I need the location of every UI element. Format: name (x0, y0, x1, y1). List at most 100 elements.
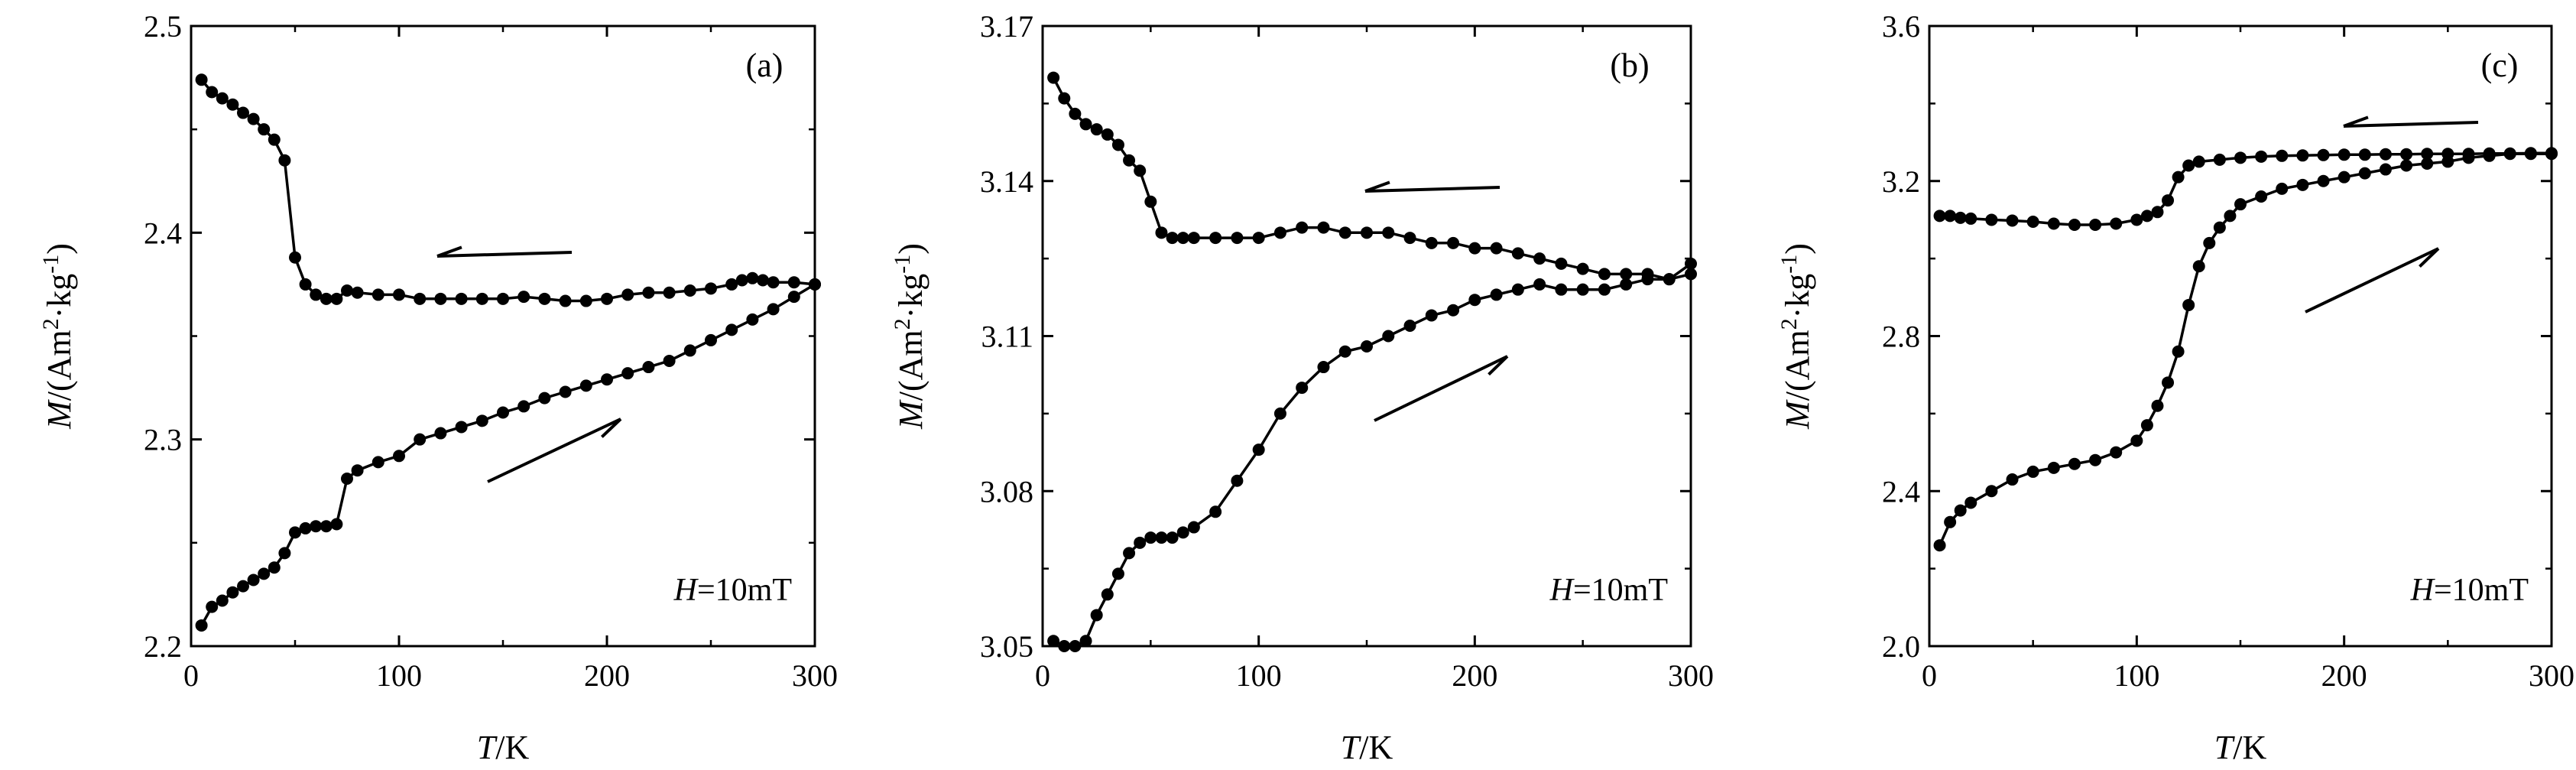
data-point-cooling (330, 292, 343, 305)
y-axis-unit-mid: ·kg (1779, 274, 1816, 319)
data-point-warming (642, 361, 655, 374)
y-axis-unit: /(Am (892, 330, 930, 401)
data-point-cooling (341, 284, 353, 297)
x-axis-unit: /K (2233, 729, 2266, 766)
data-point-warming (1069, 640, 1082, 652)
y-tick-label: 3.2 (1882, 164, 1920, 199)
data-point-warming (1447, 304, 1460, 317)
data-point-cooling (351, 286, 364, 299)
x-axis-var: T (477, 729, 498, 766)
data-point-cooling (2140, 210, 2153, 223)
data-point-warming (746, 313, 759, 326)
data-point-warming (2545, 148, 2558, 161)
data-point-cooling (601, 292, 613, 305)
data-point-warming (683, 344, 696, 357)
y-axis-label: M/(Am2·kg-1) (38, 243, 79, 430)
warm-arrow (2305, 247, 2440, 314)
data-point-warming (2151, 399, 2164, 412)
data-point-cooling (787, 276, 800, 289)
data-point-cooling (2358, 148, 2371, 161)
data-point-cooling (2026, 215, 2039, 228)
data-point-warming (497, 406, 509, 419)
y-tick-label: 2.8 (1882, 320, 1920, 354)
data-point-warming (1511, 283, 1524, 296)
data-point-warming (2296, 178, 2309, 191)
series-line-cooling (1052, 76, 1692, 281)
data-point-cooling (1296, 221, 1309, 234)
data-point-warming (538, 391, 551, 404)
data-point-warming (237, 580, 249, 593)
data-point-cooling (268, 133, 281, 146)
data-point-cooling (434, 292, 447, 305)
data-point-warming (517, 400, 530, 413)
data-point-cooling (1954, 211, 1967, 224)
data-point-warming (2110, 446, 2123, 459)
y-tick-label: 2.4 (1882, 474, 1920, 508)
data-point-cooling (310, 288, 323, 301)
data-point-cooling (195, 73, 208, 86)
data-point-cooling (206, 86, 219, 99)
y-axis-var: M (1779, 399, 1816, 430)
data-point-warming (2400, 159, 2413, 172)
data-point-cooling (1490, 242, 1503, 255)
field-value: =10mT (697, 573, 792, 608)
data-point-warming (601, 373, 613, 386)
data-point-warming (1533, 278, 1546, 291)
data-point-cooling (455, 292, 468, 305)
field-var: H (673, 573, 699, 608)
field-var: H (1549, 573, 1575, 608)
data-point-cooling (1985, 213, 1998, 226)
data-point-cooling (1209, 232, 1222, 245)
data-point-cooling (2213, 153, 2226, 166)
x-axis-var: T (1341, 729, 1362, 766)
data-point-warming (2213, 221, 2226, 234)
x-tick-label: 200 (1452, 658, 1497, 693)
data-point-warming (475, 414, 488, 427)
data-point-warming (2317, 174, 2330, 187)
data-point-cooling (1425, 236, 1438, 249)
data-point-cooling (1155, 226, 1168, 239)
y-axis-unit: /(Am (41, 330, 78, 401)
y-axis-unit-close: ) (892, 243, 930, 255)
data-point-cooling (1047, 71, 1060, 84)
data-point-warming (1933, 539, 1946, 552)
y-tick-label: 3.11 (981, 320, 1033, 354)
data-point-cooling (1403, 232, 1416, 245)
data-point-cooling (2068, 219, 2081, 232)
y-axis-var: M (892, 399, 930, 430)
data-point-warming (1273, 407, 1286, 420)
series-line-cooling (200, 79, 816, 303)
data-point-warming (2089, 453, 2102, 466)
data-point-cooling (1123, 154, 1136, 167)
data-point-warming (1490, 288, 1503, 301)
data-point-cooling (1101, 128, 1114, 141)
data-point-warming (371, 456, 384, 469)
data-point-cooling (1944, 210, 1957, 223)
y-axis-sup: 2 (890, 318, 915, 330)
y-axis-unit-close: ) (1779, 243, 1816, 255)
y-axis-unit-mid: ·kg (41, 274, 78, 319)
data-point-cooling (1598, 268, 1611, 281)
data-point-warming (1985, 485, 1998, 498)
data-point-cooling (2047, 217, 2060, 230)
data-point-cooling (2182, 159, 2195, 172)
data-point-warming (434, 427, 447, 440)
data-point-warming (1620, 278, 1633, 291)
data-point-warming (455, 421, 468, 434)
data-point-warming (787, 291, 800, 304)
x-tick-label: 300 (2529, 658, 2574, 693)
plot-frame (1928, 24, 2553, 648)
data-point-cooling (1069, 107, 1082, 120)
data-point-cooling (237, 106, 249, 119)
data-point-warming (1209, 505, 1222, 518)
data-point-cooling (1933, 210, 1946, 223)
data-point-warming (247, 573, 260, 586)
data-point-cooling (1511, 247, 1524, 260)
x-tick-label: 0 (183, 658, 199, 693)
data-point-warming (2421, 157, 2434, 170)
data-point-warming (2182, 298, 2195, 311)
data-point-cooling (2296, 149, 2309, 162)
data-point-cooling (475, 292, 488, 305)
data-point-warming (1155, 531, 1168, 544)
